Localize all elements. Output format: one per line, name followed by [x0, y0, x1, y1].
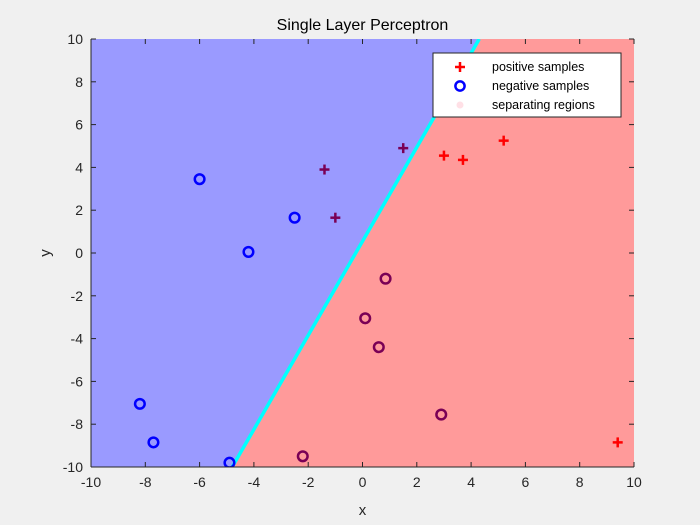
x-tick-label: -4 — [248, 474, 261, 490]
y-tick-label: -6 — [71, 373, 84, 389]
x-tick-label: -10 — [81, 474, 101, 490]
legend-label-region: separating regions — [492, 98, 595, 112]
x-tick-label: 6 — [522, 474, 530, 490]
positive-sample-marker — [457, 154, 468, 165]
y-tick-label: 6 — [75, 117, 83, 133]
negative-sample-marker — [288, 211, 301, 224]
y-tick-label: -10 — [63, 459, 83, 475]
x-tick-label: 0 — [359, 474, 367, 490]
y-tick-label: 0 — [75, 245, 83, 261]
legend-label-positive: positive samples — [492, 60, 584, 74]
legend-marker-negative — [454, 80, 466, 92]
positive-sample-marker — [612, 437, 623, 448]
y-tick-label: 10 — [67, 31, 83, 47]
x-tick-label: -6 — [193, 474, 206, 490]
y-tick-label: 2 — [75, 202, 83, 218]
negative-sample-marker — [193, 173, 206, 186]
x-tick-label: 4 — [467, 474, 475, 490]
x-tick-label: -8 — [139, 474, 152, 490]
negative-region — [91, 39, 480, 467]
negative-sample-marker — [242, 245, 255, 258]
negative-sample-marker — [223, 456, 236, 467]
negative-sample-marker — [296, 450, 309, 463]
axis-ticks: -10 -8 -6 -4 -2 0 2 4 6 8 10 -10 -8 -6 -4 -2 0 2 4 6 8 10 — [63, 31, 642, 490]
y-tick-label: -2 — [71, 288, 84, 304]
positive-sample-marker — [319, 164, 330, 175]
positive-sample-marker — [438, 150, 449, 161]
y-tick-label: -4 — [71, 331, 84, 347]
y-tick-label: -8 — [71, 416, 84, 432]
chart-title: Single Layer Perceptron — [277, 17, 449, 34]
negative-sample-marker — [372, 341, 385, 354]
positive-sample-marker — [498, 135, 509, 146]
y-axis-label: y — [37, 249, 54, 257]
legend-marker-region — [456, 101, 464, 109]
y-tick-label: 8 — [75, 74, 83, 90]
positive-sample-marker — [398, 143, 409, 154]
negative-sample-marker — [133, 397, 146, 410]
x-tick-label: 2 — [413, 474, 421, 490]
x-tick-label: -2 — [302, 474, 315, 490]
negative-sample-marker — [147, 436, 160, 449]
y-tick-label: 4 — [75, 159, 83, 175]
negative-sample-marker — [379, 272, 392, 285]
legend-marker-positive — [455, 62, 465, 72]
x-tick-label: 10 — [626, 474, 642, 490]
negative-sample-marker — [359, 312, 372, 325]
negative-sample-marker — [435, 408, 448, 421]
x-tick-label: 8 — [576, 474, 584, 490]
positive-sample-marker — [330, 212, 341, 223]
legend-label-negative: negative samples — [492, 79, 589, 93]
x-axis-label: x — [359, 502, 367, 519]
legend: positive samples negative samples separa… — [432, 52, 622, 118]
